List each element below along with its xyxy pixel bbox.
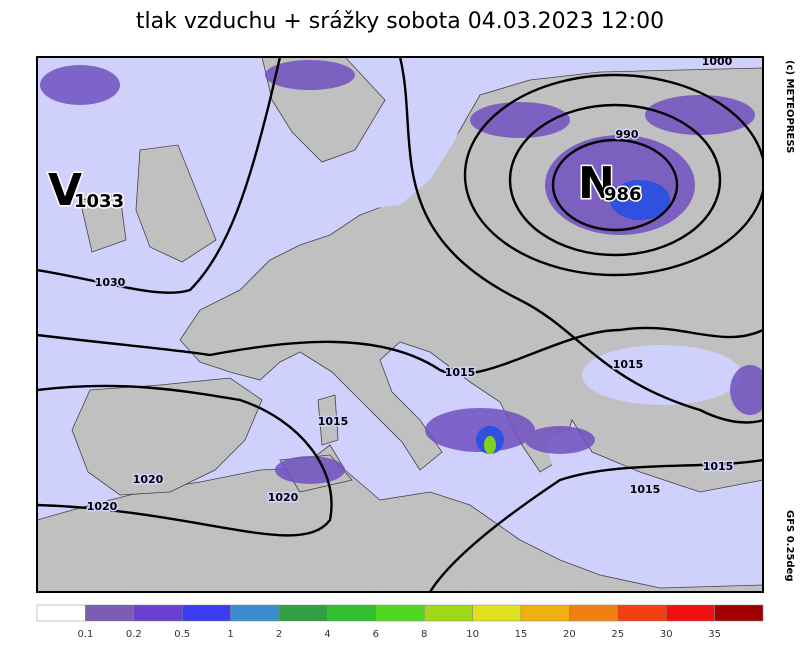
legend-label: 1 bbox=[227, 629, 233, 640]
precipitation bbox=[40, 60, 763, 484]
isobar-label: 1000 bbox=[702, 55, 733, 68]
legend-swatch bbox=[569, 604, 619, 622]
legend-swatch bbox=[714, 604, 764, 622]
legend-swatch bbox=[423, 604, 473, 622]
legend-label: 10 bbox=[466, 629, 479, 640]
isobar-label: 1020 bbox=[133, 473, 164, 486]
isobar-label: 1015 bbox=[318, 415, 349, 428]
legend-label: 0.5 bbox=[174, 629, 190, 640]
isobar-label: 1020 bbox=[87, 500, 118, 513]
legend-label: 30 bbox=[660, 629, 673, 640]
precipitation-peak bbox=[484, 436, 496, 454]
legend-swatch bbox=[278, 604, 328, 622]
legend-swatch bbox=[85, 604, 135, 622]
legend-swatch bbox=[133, 604, 183, 622]
legend-label: 25 bbox=[611, 629, 624, 640]
legend-label: 35 bbox=[708, 629, 721, 640]
legend-swatch bbox=[181, 604, 231, 622]
legend-label: 2 bbox=[276, 629, 282, 640]
isobar-label: 1015 bbox=[630, 483, 661, 496]
isobar-label: 990 bbox=[616, 128, 639, 141]
legend-label: 0.1 bbox=[77, 629, 93, 640]
legend-label: 8 bbox=[421, 629, 427, 640]
isobar-label: 1030 bbox=[95, 276, 126, 289]
legend-label: 15 bbox=[515, 629, 528, 640]
isobar-label: 1015 bbox=[703, 460, 734, 473]
isobar-labels: 1000 990 1030 1015 1015 1015 1020 1020 1020 1015 1… bbox=[85, 55, 735, 515]
legend-swatch bbox=[327, 604, 377, 622]
map-frame bbox=[36, 56, 764, 593]
legend-label: 4 bbox=[324, 629, 330, 640]
legend-swatch bbox=[520, 604, 570, 622]
legend-swatch bbox=[230, 604, 280, 622]
legend-label: 0.2 bbox=[126, 629, 142, 640]
center-letter: N bbox=[578, 158, 615, 209]
map-title: tlak vzduchu + srážky sobota 04.03.2023 … bbox=[136, 9, 664, 34]
isobar-label: 1020 bbox=[268, 491, 299, 504]
inland-seas bbox=[340, 100, 742, 475]
legend-swatch bbox=[36, 604, 86, 622]
map-area: 1000 990 1030 1015 1015 1015 1020 1020 1020 1015 1… bbox=[37, 55, 763, 592]
legend-swatch bbox=[665, 604, 715, 622]
isobar-label: 1015 bbox=[445, 366, 476, 379]
legend-label: 20 bbox=[563, 629, 576, 640]
center-value: 1033 bbox=[74, 191, 124, 212]
legend: 0.1 0.2 0.5 1 2 4 6 8 10 15 20 25 30 35 bbox=[36, 604, 764, 640]
legend-swatch bbox=[375, 604, 425, 622]
legend-label: 6 bbox=[373, 629, 379, 640]
isobars bbox=[37, 57, 763, 592]
center-letter: V bbox=[48, 165, 82, 216]
isobar-label: 1015 bbox=[613, 358, 644, 371]
center-value: 986 bbox=[604, 184, 642, 205]
credit: (c) METEOPRESS bbox=[784, 60, 795, 153]
model: GFS 0.25deg bbox=[784, 510, 795, 582]
legend-swatch bbox=[617, 604, 667, 622]
legend-swatch bbox=[472, 604, 522, 622]
